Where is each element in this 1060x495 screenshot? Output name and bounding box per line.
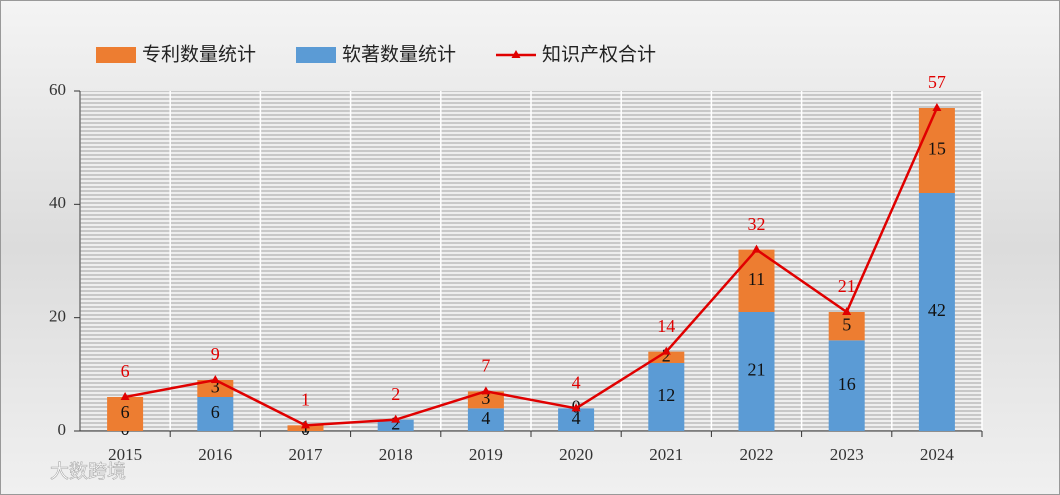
x-tick-label: 2016: [198, 445, 232, 464]
legend-marker: [511, 50, 521, 58]
bar-label: 42: [928, 300, 946, 320]
x-tick-label: 2015: [108, 445, 142, 464]
line-marker: [481, 386, 491, 395]
legend-swatch: [96, 47, 136, 63]
line-marker: [661, 346, 671, 355]
bar: [738, 249, 775, 312]
total-label: 32: [748, 214, 766, 234]
legend-label: 专利数量统计: [142, 44, 256, 66]
bar-label: 11: [748, 269, 765, 289]
bar: [467, 408, 504, 431]
line-marker: [571, 403, 581, 412]
y-tick-label: 40: [49, 193, 66, 212]
legend-label: 软著数量统计: [342, 44, 456, 66]
x-tick-label: 2018: [379, 445, 413, 464]
bar-label: 21: [748, 360, 766, 380]
total-line: [124, 107, 939, 427]
bar-label: 2: [662, 345, 671, 365]
line-marker: [301, 420, 310, 429]
bar-label: 3: [211, 377, 220, 397]
bar: [648, 351, 685, 363]
line-marker: [842, 307, 852, 315]
bar: [918, 193, 955, 431]
x-tick-label: 2023: [830, 445, 864, 464]
legend-label: 知识产权合计: [542, 44, 656, 66]
total-label: 21: [838, 276, 856, 296]
bar-label: 6: [211, 402, 220, 422]
bar-label: 2: [391, 413, 400, 433]
line-marker: [391, 414, 401, 423]
watermark: 大数跨境: [50, 461, 126, 483]
total-label: 9: [211, 344, 220, 364]
legend-swatch: [296, 47, 336, 63]
bar: [558, 408, 595, 431]
line-marker: [932, 103, 942, 111]
bar: [648, 363, 685, 431]
line-marker: [210, 375, 220, 383]
line-marker: [752, 244, 761, 253]
bar: [828, 312, 865, 341]
total-label: 14: [657, 316, 675, 336]
total-label: 4: [572, 372, 581, 392]
x-tick-label: 2020: [559, 445, 593, 464]
bar-label: 3: [481, 388, 490, 408]
bar-label: 5: [842, 314, 851, 334]
bar: [828, 340, 865, 431]
bar: [738, 312, 775, 431]
bar-label: 6: [121, 402, 130, 422]
total-label: 1: [301, 389, 310, 409]
bar-label: 16: [838, 374, 856, 394]
bar-label: 12: [657, 385, 675, 405]
bar: [918, 108, 955, 193]
bar-label: 15: [928, 139, 946, 159]
line-marker: [120, 392, 130, 400]
total-label: 6: [121, 361, 130, 381]
x-tick-label: 2019: [469, 445, 503, 464]
bar: [107, 397, 144, 431]
x-tick-label: 2024: [920, 445, 955, 464]
bar-label: 4: [481, 408, 490, 428]
y-tick-label: 20: [49, 307, 66, 326]
total-label: 7: [481, 355, 490, 375]
x-tick-label: 2022: [740, 445, 774, 464]
y-tick-label: 60: [49, 80, 66, 99]
bar: [377, 419, 414, 431]
y-tick-label: 0: [58, 420, 67, 439]
x-tick-label: 2021: [649, 445, 683, 464]
bar: [197, 397, 234, 431]
total-label: 2: [391, 384, 400, 404]
bar-label: 4: [572, 408, 581, 428]
x-tick-label: 2017: [289, 445, 324, 464]
bar: [467, 391, 504, 409]
total-label: 57: [928, 72, 946, 92]
